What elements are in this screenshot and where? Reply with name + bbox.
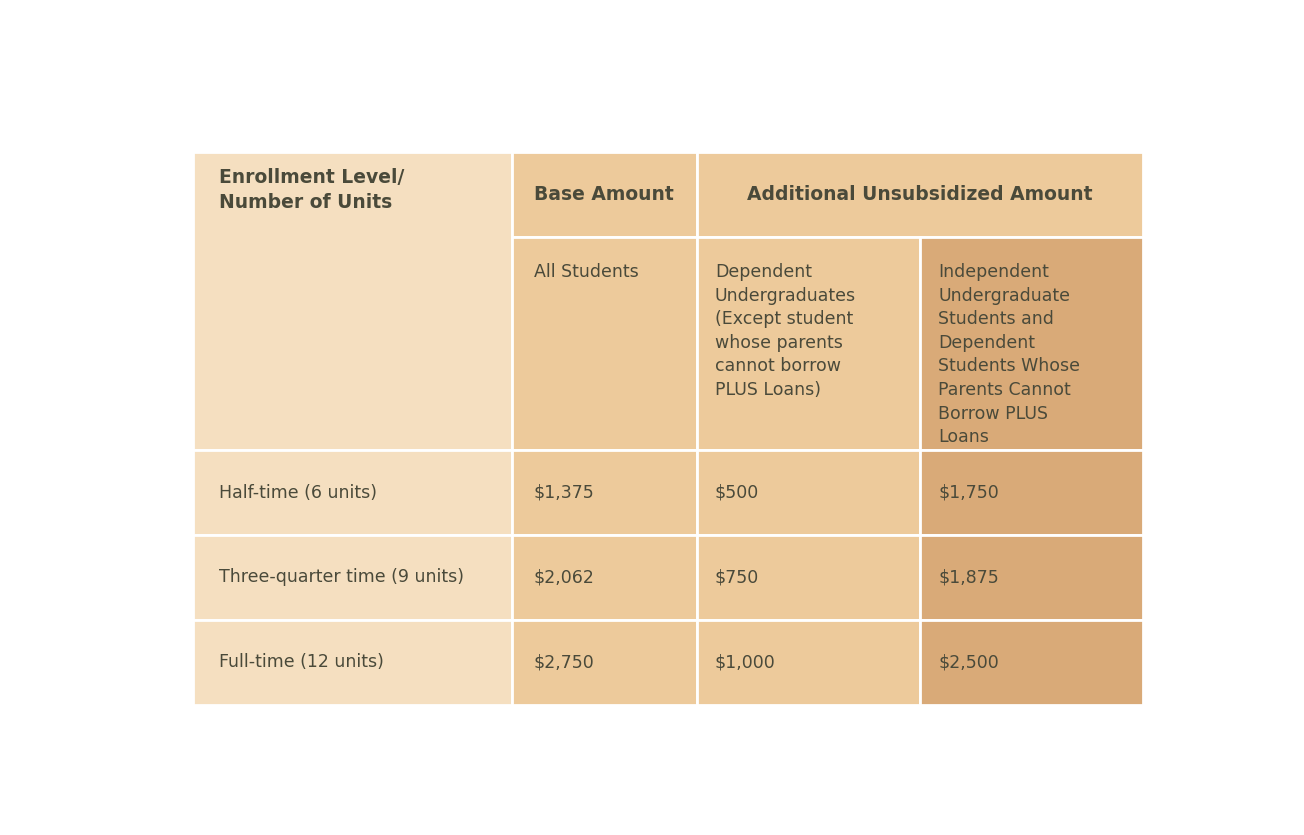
Bar — [696, 535, 921, 620]
Bar — [193, 450, 511, 535]
Bar — [696, 152, 1144, 237]
Text: $2,500: $2,500 — [939, 653, 999, 671]
Bar — [696, 620, 921, 705]
Bar — [696, 237, 921, 450]
Text: $2,750: $2,750 — [533, 653, 595, 671]
Bar — [921, 535, 1144, 620]
Text: $1,375: $1,375 — [533, 483, 595, 502]
Bar — [511, 535, 696, 620]
Text: Additional Unsubsidized Amount: Additional Unsubsidized Amount — [747, 185, 1093, 204]
Text: $750: $750 — [715, 569, 759, 586]
Bar — [193, 535, 511, 620]
Bar — [193, 152, 511, 450]
Bar — [511, 620, 696, 705]
Text: Independent
Undergraduate
Students and
Dependent
Students Whose
Parents Cannot
B: Independent Undergraduate Students and D… — [939, 263, 1080, 446]
Text: $1,875: $1,875 — [939, 569, 999, 586]
Text: Enrollment Level/
Number of Units: Enrollment Level/ Number of Units — [219, 168, 404, 212]
Bar — [921, 620, 1144, 705]
Text: Base Amount: Base Amount — [535, 185, 674, 204]
Text: $2,062: $2,062 — [533, 569, 595, 586]
Bar — [193, 620, 511, 705]
Text: Full-time (12 units): Full-time (12 units) — [219, 653, 383, 671]
Text: $1,750: $1,750 — [939, 483, 999, 502]
Bar — [511, 450, 696, 535]
Bar — [511, 237, 696, 450]
Text: Three-quarter time (9 units): Three-quarter time (9 units) — [219, 569, 464, 586]
Bar — [511, 152, 696, 237]
Text: Half-time (6 units): Half-time (6 units) — [219, 483, 377, 502]
Text: $500: $500 — [715, 483, 759, 502]
Text: Dependent
Undergraduates
(Except student
whose parents
cannot borrow
PLUS Loans): Dependent Undergraduates (Except student… — [715, 263, 857, 399]
Text: All Students: All Students — [533, 263, 639, 281]
Bar — [921, 237, 1144, 450]
Text: $1,000: $1,000 — [715, 653, 776, 671]
Bar — [921, 450, 1144, 535]
Bar — [696, 450, 921, 535]
